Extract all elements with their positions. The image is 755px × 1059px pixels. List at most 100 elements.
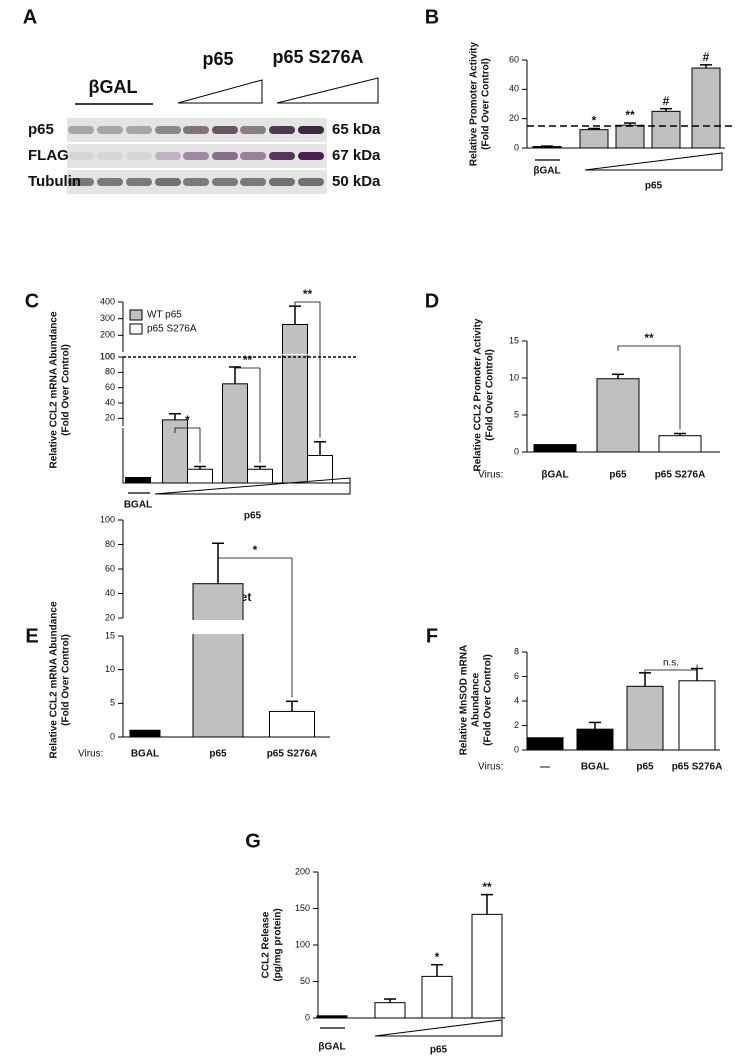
bar [247,468,273,484]
bracket-label: ** [303,287,313,301]
bar [316,1015,348,1019]
blot-group-label: βGAL [89,77,138,97]
y-tick-label: 15 [105,630,115,640]
blot-band [212,126,238,134]
y-tick-label: 400 [100,296,115,306]
y-tick-label: 40 [105,397,115,407]
bracket [644,664,698,675]
blot-band [269,126,295,134]
x-prefix: Virus: [78,749,103,760]
panel-letter: G [245,830,261,852]
bracket-label: n.s. [663,658,679,669]
significance-label: # [703,50,710,64]
blot-row-label: Tubulin [28,173,81,190]
bracket [617,345,681,430]
bar [579,129,609,149]
axis-break [117,354,350,355]
blot-band [68,126,94,134]
x-tick-label: BGAL [124,500,152,511]
blot-band [97,178,123,186]
panel-letter: C [25,290,39,312]
significance-label: * [592,114,597,128]
blot-band [68,152,94,160]
y-tick-label: 50 [300,976,310,986]
y-axis-label: Relative CCL2 Promoter Activity [473,318,484,471]
bracket-label: * [185,413,190,427]
legend-swatch [129,309,143,321]
legend-swatch [129,323,143,335]
significance-label: # [663,94,670,108]
y-tick-label: 0 [514,446,519,456]
blot-size-label: 65 kDa [332,121,381,138]
y-axis-label: (Fold Over Control) [61,344,72,436]
bracket [174,427,201,463]
panel-letter: E [25,625,38,647]
y-tick-label: 150 [295,903,310,913]
bar [526,737,564,751]
y-tick-label: 5 [110,698,115,708]
x-tick-label: p65 S276A [655,470,706,481]
x-tick-label: BGAL [131,749,159,760]
panel-letter: A [23,6,37,28]
blot-band [240,126,266,134]
y-tick-label: 80 [105,367,115,377]
panel-letter: D [425,290,439,312]
y-axis-label: (Fold Over Control) [485,349,496,441]
y-tick-label: 0 [110,731,115,741]
blot-band [183,178,209,186]
bracket-label: ** [644,331,654,345]
blot-band [155,152,181,160]
panel-letter: F [426,625,438,647]
y-tick-label: 8 [514,646,519,656]
y-tick-label: 40 [509,84,519,94]
bracket-label: ** [243,353,253,367]
x-tick-label: βGAL [318,1042,345,1053]
blot-band [298,126,324,134]
x-tick-label: p65 [209,749,227,760]
blot-band [97,152,123,160]
y-tick-label: 10 [509,372,519,382]
y-axis-label: (Fold Over Control) [483,654,494,746]
bar [282,324,308,484]
y-tick-label: 200 [100,330,115,340]
dose-triangle [177,79,263,104]
blot-band [269,178,295,186]
bar [129,729,161,738]
bar [269,710,315,738]
group-label: p65 [244,511,262,522]
bracket-label: * [253,543,258,557]
y-axis-label: Relative MnSOD mRNA [459,645,470,756]
dose-triangle [154,477,351,495]
significance-label: * [435,950,440,964]
bracket [234,367,261,463]
blot-band [97,126,123,134]
legend-label: WT p65 [147,310,182,321]
blot-band [298,178,324,186]
y-tick-label: 20 [105,612,115,622]
blot-band [126,152,152,160]
y-tick-label: 0 [305,1012,310,1022]
blot-band [298,152,324,160]
bar [307,455,333,484]
x-tick-label: p65 S276A [672,762,723,773]
bar [192,583,244,738]
bar [421,975,453,1019]
y-tick-label: 20 [509,113,519,123]
y-axis-label: (Fold Over Control) [61,634,72,726]
x-tick-label: BGAL [581,762,609,773]
blot-band [212,152,238,160]
x-prefix: Virus: [478,470,503,481]
blot-group-label: p65 S276A [272,47,363,67]
y-axis-label: Relative CCL2 mRNA Abundance [49,311,60,469]
x-tick-label: p65 [636,762,654,773]
blot-band [269,152,295,160]
x-tick-label: — [540,762,550,773]
bar [374,1002,406,1019]
bar [658,435,702,453]
blot-band [183,152,209,160]
y-tick-label: 300 [100,313,115,323]
blot-band [155,126,181,134]
y-tick-label: 200 [295,866,310,876]
blot-band [240,178,266,186]
